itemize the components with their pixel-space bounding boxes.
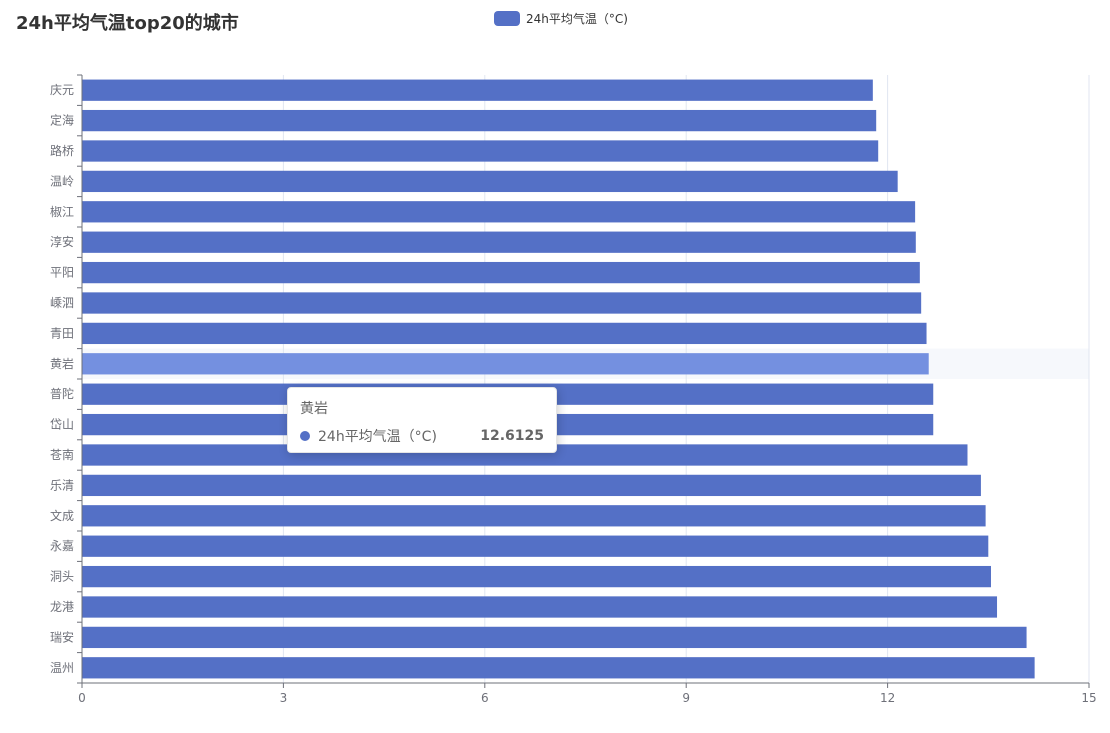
y-tick-label: 椒江 — [50, 205, 74, 219]
bar — [82, 170, 898, 193]
y-tick-label: 庆元 — [50, 83, 74, 97]
y-tick-label: 普陀 — [50, 386, 74, 401]
legend-label: 24h平均气温（°C) — [526, 12, 628, 26]
y-tick-label: 黄岩 — [50, 356, 74, 371]
bar — [82, 231, 916, 253]
tooltip-series-name: 24h平均气温（°C) — [318, 429, 437, 445]
y-tick-label: 定海 — [50, 113, 74, 128]
y-tick-label: 青田 — [50, 326, 74, 340]
bar — [82, 626, 1027, 649]
x-tick-label: 0 — [78, 691, 86, 705]
tooltip-value: 12.6125 — [480, 428, 544, 444]
bar — [82, 140, 879, 162]
y-tick-label: 岱山 — [50, 418, 74, 432]
x-tick-label: 9 — [682, 691, 690, 705]
y-tick-label: 路桥 — [50, 143, 74, 158]
y-tick-label: 乐清 — [50, 478, 74, 492]
bar — [82, 657, 1035, 679]
bar — [82, 474, 981, 497]
y-tick-label: 平阳 — [50, 266, 74, 280]
y-tick-label: 苍南 — [50, 447, 74, 462]
tooltip-series-dot — [300, 431, 310, 441]
y-tick-label: 洞头 — [50, 570, 74, 584]
y-tick-label: 永嘉 — [50, 539, 74, 553]
tooltip-title: 黄岩 — [300, 401, 328, 417]
legend[interactable]: 24h平均气温（°C) — [494, 10, 628, 27]
y-tick-label: 淳安 — [50, 234, 74, 249]
x-tick-label: 6 — [481, 691, 489, 705]
chart-title: 24h平均气温top20的城市 — [16, 13, 239, 34]
bar — [82, 79, 873, 101]
bar — [82, 322, 927, 345]
legend-swatch — [494, 11, 520, 26]
bar — [82, 505, 986, 527]
bar — [82, 565, 991, 588]
y-tick-label: 温州 — [50, 661, 74, 675]
y-tick-label: 瑞安 — [50, 629, 74, 644]
tooltip-row: 24h平均气温（°C) 12.6125 — [300, 426, 544, 446]
y-tick-label: 嵊泗 — [50, 296, 74, 310]
bar — [82, 596, 998, 618]
bar — [82, 109, 877, 132]
x-tick-label: 15 — [1081, 691, 1096, 705]
bar — [82, 201, 916, 223]
bar — [82, 292, 922, 314]
tooltip: 黄岩 24h平均气温（°C) 12.6125 — [287, 387, 557, 453]
x-tick-label: 3 — [280, 691, 288, 705]
bar — [82, 353, 929, 375]
y-tick-label: 温岭 — [50, 174, 74, 188]
bar — [82, 261, 920, 284]
y-tick-label: 龙港 — [50, 600, 74, 614]
x-tick-label: 12 — [880, 691, 895, 705]
y-tick-label: 文成 — [50, 508, 74, 523]
bar — [82, 535, 989, 557]
